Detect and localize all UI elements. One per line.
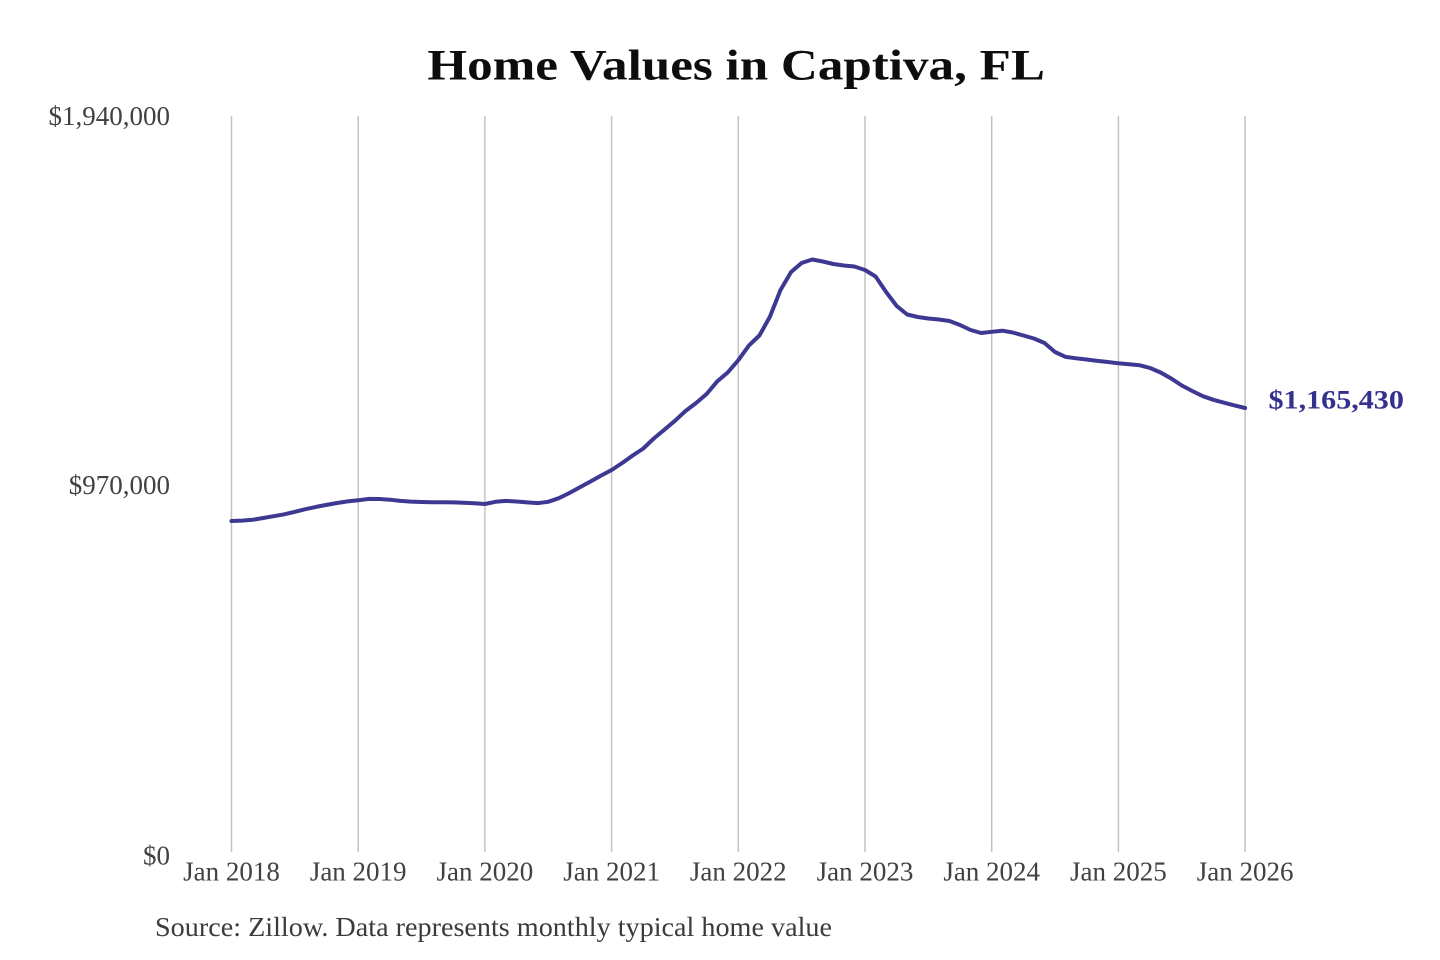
- svg-text:$0: $0: [143, 841, 170, 871]
- svg-text:Jan 2023: Jan 2023: [817, 857, 914, 887]
- svg-text:Jan 2019: Jan 2019: [310, 857, 407, 887]
- svg-text:Jan 2021: Jan 2021: [563, 857, 660, 887]
- svg-text:Jan 2022: Jan 2022: [690, 857, 787, 887]
- svg-text:$970,000: $970,000: [69, 470, 170, 500]
- svg-text:$1,165,430: $1,165,430: [1269, 386, 1404, 415]
- svg-text:Home Values in Captiva, FL: Home Values in Captiva, FL: [427, 43, 1045, 90]
- svg-text:Jan 2025: Jan 2025: [1070, 857, 1167, 887]
- svg-text:$1,940,000: $1,940,000: [49, 101, 171, 131]
- svg-text:Jan 2026: Jan 2026: [1197, 857, 1294, 887]
- svg-text:Source: Zillow. Data represent: Source: Zillow. Data represents monthly …: [155, 912, 832, 942]
- svg-text:Jan 2024: Jan 2024: [943, 857, 1040, 887]
- svg-text:Jan 2018: Jan 2018: [183, 857, 280, 887]
- svg-text:Jan 2020: Jan 2020: [437, 857, 534, 887]
